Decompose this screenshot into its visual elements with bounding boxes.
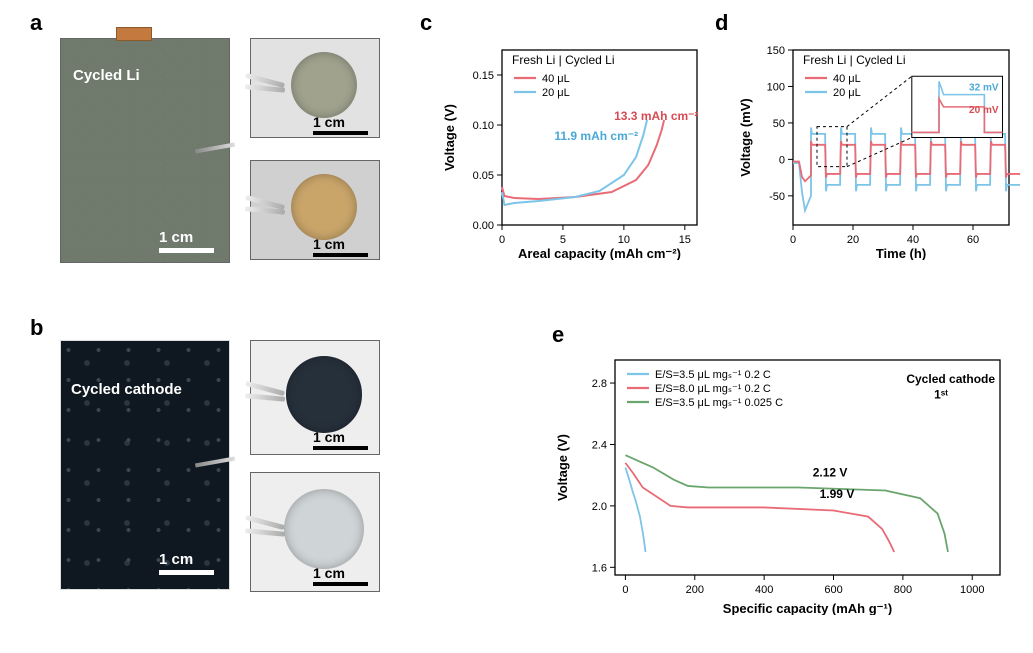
svg-text:2.8: 2.8 — [592, 378, 607, 390]
panel-c-label: c — [420, 10, 432, 36]
svg-text:400: 400 — [755, 584, 773, 596]
svg-text:0.00: 0.00 — [473, 220, 494, 232]
svg-text:Cycled cathode: Cycled cathode — [906, 372, 995, 386]
svg-text:10: 10 — [618, 234, 630, 246]
svg-text:50: 50 — [773, 118, 785, 130]
svg-text:800: 800 — [894, 584, 912, 596]
svg-text:E/S=3.5 μL mgₛ⁻¹ 0.025 C: E/S=3.5 μL mgₛ⁻¹ 0.025 C — [655, 397, 783, 409]
svg-text:1000: 1000 — [960, 584, 984, 596]
panel-a-label: a — [30, 10, 42, 36]
svg-text:40 μL: 40 μL — [542, 73, 570, 85]
svg-text:E/S=8.0 μL mgₛ⁻¹ 0.2 C: E/S=8.0 μL mgₛ⁻¹ 0.2 C — [655, 383, 771, 395]
svg-text:0: 0 — [622, 584, 628, 596]
svg-text:2.4: 2.4 — [592, 439, 607, 451]
svg-text:13.3 mAh cm⁻²: 13.3 mAh cm⁻² — [614, 109, 698, 123]
photo-cycled-li-inset1: 1 cm — [250, 38, 380, 138]
chart-d: 0 20 40 60 -50 0 50 100 150 Time (h) Voltage (mV) F… — [738, 30, 1024, 260]
svg-text:Areal capacity (mAh cm⁻²): Areal capacity (mAh cm⁻²) — [518, 246, 681, 260]
svg-text:Specific capacity (mAh g⁻¹): Specific capacity (mAh g⁻¹) — [723, 601, 892, 615]
photo-cycled-li-main: Cycled Li1 cm — [60, 38, 230, 263]
svg-text:15: 15 — [679, 234, 691, 246]
svg-text:20 μL: 20 μL — [833, 87, 861, 99]
svg-text:5: 5 — [560, 234, 566, 246]
svg-text:11.9 mAh cm⁻²: 11.9 mAh cm⁻² — [554, 129, 638, 143]
svg-text:20 μL: 20 μL — [542, 87, 570, 99]
svg-text:40: 40 — [907, 234, 919, 246]
svg-text:150: 150 — [767, 45, 785, 57]
svg-text:1.99 V: 1.99 V — [820, 487, 855, 501]
svg-text:E/S=3.5 μL mgₛ⁻¹ 0.2 C: E/S=3.5 μL mgₛ⁻¹ 0.2 C — [655, 369, 771, 381]
photo-cycled-cathode-inset1: 1 cm — [250, 340, 380, 455]
svg-text:40 μL: 40 μL — [833, 73, 861, 85]
chart-e: 0 200 400 600 800 1000 1.6 2.0 2.4 2.8 Specific ca… — [555, 345, 1015, 615]
svg-text:1ˢᵗ: 1ˢᵗ — [934, 387, 948, 401]
svg-text:2.12 V: 2.12 V — [813, 466, 848, 480]
svg-text:Voltage (V): Voltage (V) — [555, 434, 570, 501]
svg-text:0.05: 0.05 — [473, 170, 494, 182]
svg-text:20 mV: 20 mV — [969, 105, 999, 116]
svg-text:Time (h): Time (h) — [876, 246, 926, 260]
svg-text:0.10: 0.10 — [473, 120, 494, 132]
photo-cycled-cathode-main: Cycled cathode1 cm — [60, 340, 230, 590]
svg-text:Fresh Li | Cycled Li: Fresh Li | Cycled Li — [512, 53, 615, 67]
chart-c: 0 5 10 15 0.00 0.05 0.10 0.15 Areal capacity (mA… — [442, 30, 712, 260]
svg-text:60: 60 — [967, 234, 979, 246]
svg-text:0.15: 0.15 — [473, 70, 494, 82]
svg-text:200: 200 — [686, 584, 704, 596]
svg-text:20: 20 — [847, 234, 859, 246]
svg-text:0: 0 — [790, 234, 796, 246]
svg-text:600: 600 — [824, 584, 842, 596]
panel-d-label: d — [715, 10, 728, 36]
svg-text:-50: -50 — [769, 191, 785, 203]
svg-text:Fresh Li | Cycled Li: Fresh Li | Cycled Li — [803, 53, 906, 67]
panel-b-label: b — [30, 315, 43, 341]
svg-text:Voltage (mV): Voltage (mV) — [738, 98, 753, 177]
svg-text:0: 0 — [499, 234, 505, 246]
photo-cycled-cathode-inset2: 1 cm — [250, 472, 380, 592]
photo-cycled-li-inset2: 1 cm — [250, 160, 380, 260]
svg-text:Voltage (V): Voltage (V) — [442, 104, 457, 171]
svg-text:100: 100 — [767, 81, 785, 93]
svg-text:2.0: 2.0 — [592, 501, 607, 513]
svg-text:32 mV: 32 mV — [969, 83, 999, 94]
svg-text:1.6: 1.6 — [592, 562, 607, 574]
svg-text:0: 0 — [779, 154, 785, 166]
